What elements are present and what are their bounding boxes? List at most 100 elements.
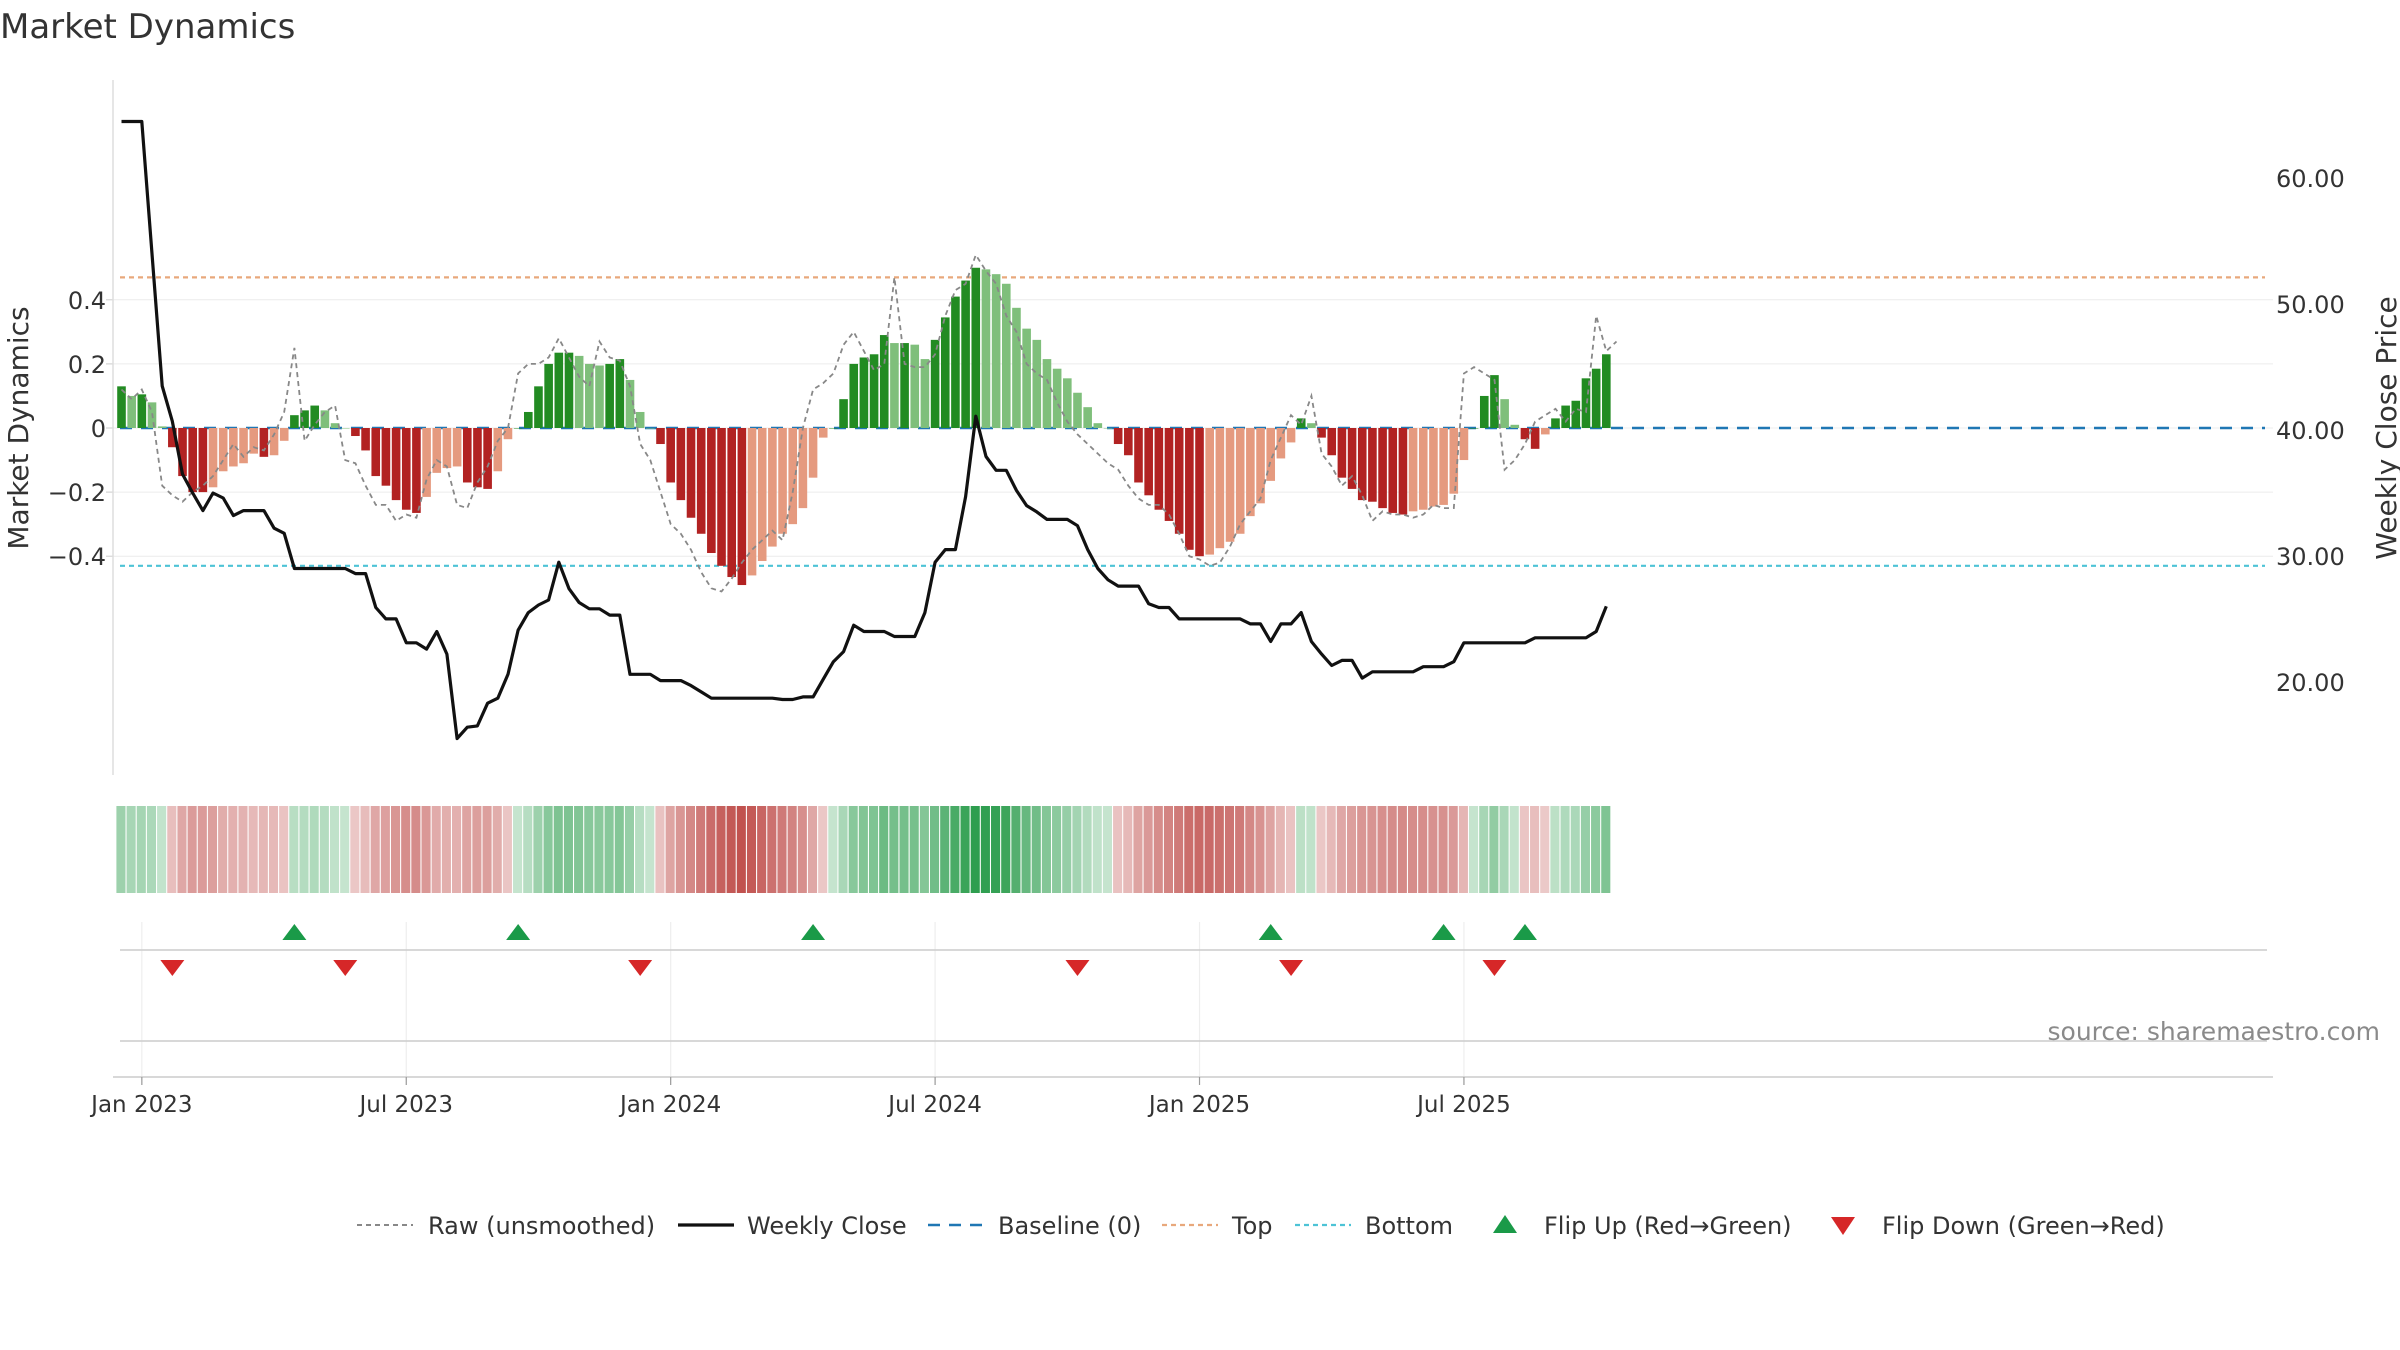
strip-cell bbox=[1224, 806, 1235, 893]
momentum-bar bbox=[1022, 328, 1031, 428]
momentum-bar bbox=[1398, 428, 1408, 515]
strip-cell bbox=[452, 806, 462, 893]
y-left-tick-label: −0.4 bbox=[48, 543, 106, 571]
strip-cell bbox=[909, 806, 919, 893]
momentum-bar bbox=[473, 428, 482, 488]
momentum-bar bbox=[1103, 428, 1113, 429]
strip-cell bbox=[1540, 806, 1550, 893]
legend-label: Bottom bbox=[1365, 1212, 1453, 1240]
momentum-bar bbox=[788, 428, 798, 525]
strip-cell bbox=[1062, 806, 1072, 893]
strip-cell bbox=[1336, 806, 1346, 893]
momentum-bar bbox=[574, 355, 584, 428]
momentum-bar bbox=[595, 365, 604, 428]
strip-cell bbox=[1479, 806, 1489, 893]
momentum-bar bbox=[768, 428, 777, 547]
flip-down-marker bbox=[1279, 960, 1304, 976]
flip-down-marker bbox=[1065, 960, 1090, 976]
momentum-bar bbox=[503, 428, 513, 440]
strip-cell bbox=[1031, 806, 1041, 893]
momentum-bar bbox=[1581, 378, 1591, 428]
legend: Raw (unsmoothed) Weekly Close Baseline (0)… bbox=[357, 1212, 2165, 1240]
momentum-bar bbox=[930, 339, 940, 428]
momentum-bar bbox=[727, 428, 736, 578]
momentum-bar bbox=[1093, 423, 1103, 428]
strip-cell bbox=[736, 806, 746, 893]
strip-cell bbox=[1458, 806, 1468, 893]
strip-cell bbox=[116, 806, 126, 893]
momentum-bar bbox=[513, 428, 523, 429]
momentum-bar bbox=[371, 428, 381, 477]
momentum-bar bbox=[1317, 428, 1326, 438]
momentum-bar bbox=[1286, 428, 1296, 443]
momentum-bar bbox=[1337, 428, 1347, 478]
strip-cell bbox=[980, 806, 990, 893]
x-tick-label: Jul 2024 bbox=[886, 1092, 982, 1118]
strip-cell bbox=[604, 806, 614, 893]
momentum-bar bbox=[157, 426, 167, 428]
momentum-bar bbox=[696, 428, 706, 534]
momentum-bar bbox=[432, 428, 442, 473]
momentum-bar bbox=[279, 428, 289, 441]
strip-cell bbox=[614, 806, 624, 893]
momentum-bar bbox=[381, 428, 391, 486]
momentum-bar bbox=[808, 428, 818, 478]
legend-label: Flip Down (Green→Red) bbox=[1882, 1212, 2165, 1240]
momentum-bar bbox=[1357, 428, 1367, 501]
momentum-bar bbox=[605, 363, 614, 428]
momentum-bar bbox=[940, 317, 950, 428]
momentum-bar bbox=[1520, 428, 1530, 440]
momentum-bar bbox=[1276, 428, 1286, 459]
momentum-bar bbox=[1195, 428, 1204, 557]
strip-cell bbox=[665, 806, 675, 893]
strip-cell bbox=[1245, 806, 1255, 893]
momentum-bar bbox=[1347, 428, 1357, 489]
momentum-bar bbox=[493, 428, 503, 472]
momentum-bar bbox=[1042, 359, 1052, 428]
strip-cell bbox=[574, 806, 584, 893]
y-left-tick-label: −0.2 bbox=[48, 479, 106, 507]
momentum-bar bbox=[1205, 428, 1214, 555]
strip-cell bbox=[828, 806, 838, 893]
momentum-bar bbox=[778, 428, 787, 534]
strip-cell bbox=[523, 806, 533, 893]
y-left-tick-label: 0 bbox=[91, 415, 106, 443]
strip-cell bbox=[746, 806, 757, 893]
strip-cell bbox=[1519, 806, 1529, 893]
momentum-bar bbox=[361, 428, 370, 451]
strip-cell bbox=[919, 806, 929, 893]
momentum-bar bbox=[747, 428, 757, 576]
strip-cell bbox=[533, 806, 543, 893]
strip-cell bbox=[1550, 806, 1560, 893]
y-axis-left-title: Market Dynamics bbox=[2, 306, 35, 549]
strip-cell bbox=[1387, 806, 1397, 893]
strip-cell bbox=[1082, 806, 1092, 893]
y-right-tick-label: 20.00 bbox=[2276, 669, 2345, 697]
momentum-bar bbox=[524, 411, 533, 428]
strip-cell bbox=[268, 806, 279, 893]
strip-cell bbox=[1499, 806, 1509, 893]
strip-cell bbox=[401, 806, 411, 893]
flip-up-marker bbox=[801, 924, 826, 940]
strip-cell bbox=[777, 806, 787, 893]
strip-cell bbox=[1428, 806, 1438, 893]
momentum-bar bbox=[401, 428, 411, 510]
strip-cell bbox=[899, 806, 909, 893]
momentum-bar bbox=[1602, 354, 1611, 428]
y-right-tick-label: 60.00 bbox=[2276, 165, 2345, 193]
strip-cell bbox=[696, 806, 706, 893]
momentum-bar bbox=[127, 395, 136, 428]
strip-cell bbox=[1072, 806, 1082, 893]
strip-cell bbox=[218, 806, 228, 893]
momentum-bar bbox=[188, 428, 197, 493]
momentum-bar bbox=[137, 394, 147, 428]
strip-cell bbox=[787, 806, 797, 893]
x-tick-label: Jul 2023 bbox=[357, 1092, 453, 1118]
momentum-bar bbox=[249, 428, 259, 454]
momentum-bar bbox=[646, 428, 655, 429]
momentum-bar bbox=[991, 274, 1001, 428]
strip-cell bbox=[1153, 806, 1163, 893]
momentum-bar bbox=[269, 428, 279, 456]
strip-cell bbox=[563, 806, 573, 893]
flip-down-marker bbox=[628, 960, 653, 976]
